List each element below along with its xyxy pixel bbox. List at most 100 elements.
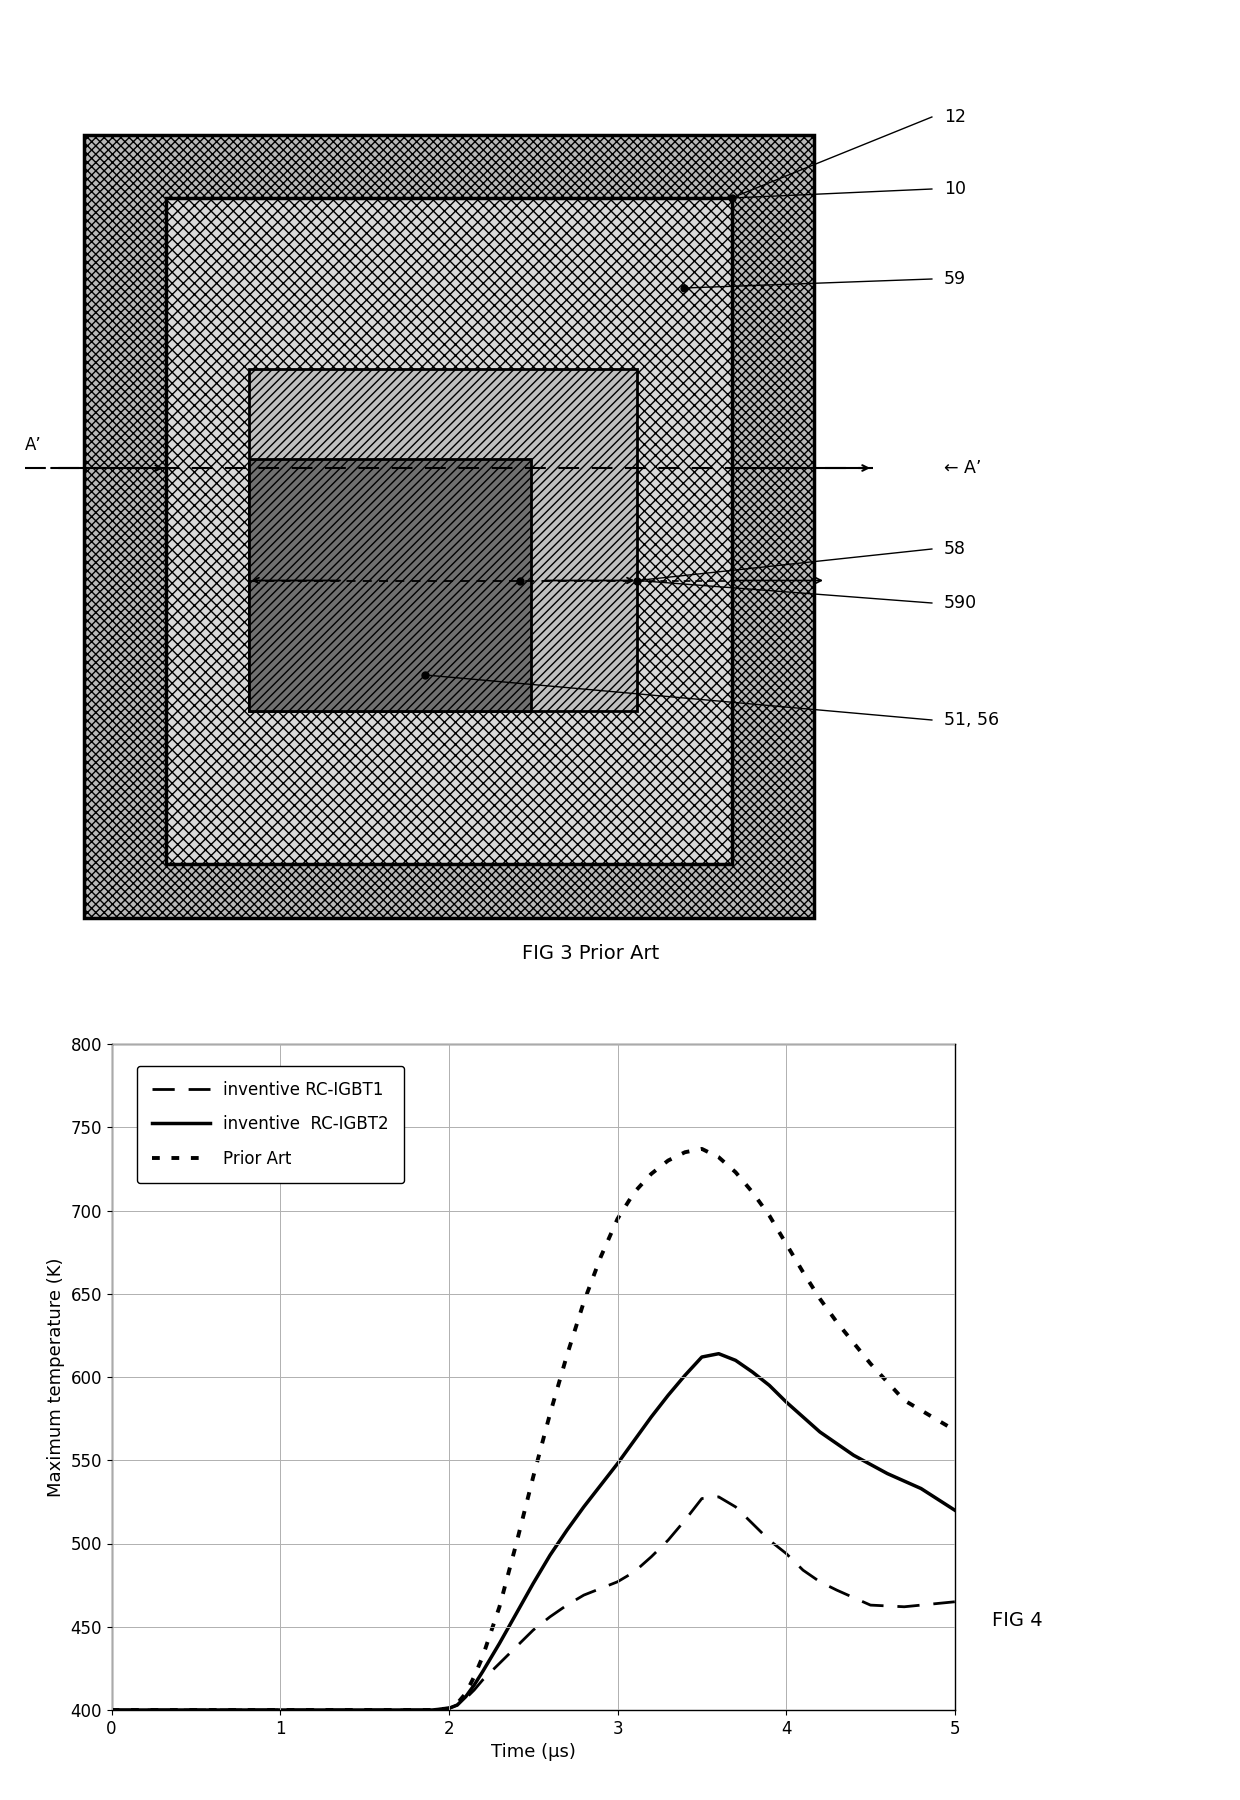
inventive RC-IGBT1 <box>812 1571 827 1593</box>
Prior Art <box>661 1150 676 1172</box>
inventive RC-IGBT1 <box>508 1636 523 1658</box>
inventive  RC-IGBT2 <box>492 1633 507 1654</box>
Prior Art <box>947 1420 962 1442</box>
Prior Art <box>577 1291 591 1312</box>
Prior Art <box>779 1233 794 1255</box>
Prior Art <box>466 1667 481 1688</box>
inventive  RC-IGBT2 <box>593 1474 608 1496</box>
inventive RC-IGBT1 <box>559 1595 574 1616</box>
inventive  RC-IGBT2 <box>677 1364 692 1386</box>
inventive RC-IGBT1 <box>577 1584 591 1606</box>
Line: Prior Art: Prior Art <box>112 1148 955 1710</box>
inventive RC-IGBT1 <box>694 1489 709 1510</box>
inventive  RC-IGBT2 <box>846 1444 861 1465</box>
Bar <box>166 198 732 864</box>
inventive  RC-IGBT2 <box>914 1478 929 1499</box>
Prior Art <box>559 1345 574 1366</box>
Bar <box>248 459 531 711</box>
inventive  RC-IGBT2 <box>812 1422 827 1444</box>
inventive  RC-IGBT2 <box>779 1391 794 1413</box>
Text: 51, 56: 51, 56 <box>944 711 998 729</box>
inventive RC-IGBT1 <box>728 1496 743 1517</box>
Prior Art <box>796 1262 811 1283</box>
inventive  RC-IGBT2 <box>475 1661 490 1683</box>
inventive  RC-IGBT2 <box>712 1343 727 1364</box>
Prior Art <box>593 1246 608 1267</box>
Y-axis label: Maximum temperature (K): Maximum temperature (K) <box>47 1256 64 1498</box>
inventive  RC-IGBT2 <box>880 1463 895 1485</box>
Prior Art <box>543 1402 558 1424</box>
Prior Art <box>508 1534 523 1555</box>
Text: A’: A’ <box>25 437 42 454</box>
inventive RC-IGBT1 <box>897 1597 911 1618</box>
Text: 58: 58 <box>944 540 966 558</box>
inventive RC-IGBT1 <box>526 1620 541 1642</box>
Prior Art <box>761 1204 776 1226</box>
inventive  RC-IGBT2 <box>947 1499 962 1521</box>
Prior Art <box>694 1138 709 1159</box>
Prior Art <box>610 1208 625 1229</box>
Prior Art <box>450 1692 465 1714</box>
Prior Art <box>459 1683 474 1705</box>
inventive RC-IGBT1 <box>593 1577 608 1598</box>
inventive RC-IGBT1 <box>745 1512 760 1534</box>
Prior Art <box>677 1141 692 1163</box>
inventive RC-IGBT1 <box>466 1679 481 1701</box>
inventive RC-IGBT1 <box>796 1559 811 1580</box>
Prior Art <box>728 1161 743 1183</box>
Text: 59: 59 <box>944 270 966 288</box>
Text: 10: 10 <box>944 180 966 198</box>
Prior Art <box>812 1289 827 1310</box>
inventive RC-IGBT1 <box>779 1543 794 1564</box>
inventive  RC-IGBT2 <box>543 1544 558 1566</box>
Prior Art <box>104 1699 119 1721</box>
Text: FIG 3 Prior Art: FIG 3 Prior Art <box>522 943 658 963</box>
inventive  RC-IGBT2 <box>627 1429 642 1451</box>
Prior Art <box>644 1163 658 1184</box>
Prior Art <box>863 1354 878 1375</box>
inventive RC-IGBT1 <box>492 1652 507 1674</box>
inventive  RC-IGBT2 <box>450 1694 465 1715</box>
inventive RC-IGBT1 <box>947 1591 962 1613</box>
inventive  RC-IGBT2 <box>644 1406 658 1427</box>
inventive RC-IGBT1 <box>712 1487 727 1508</box>
X-axis label: Time (μs): Time (μs) <box>491 1742 575 1760</box>
inventive  RC-IGBT2 <box>441 1697 456 1719</box>
inventive RC-IGBT1 <box>661 1530 676 1552</box>
Prior Art <box>712 1147 727 1168</box>
inventive RC-IGBT1 <box>610 1571 625 1593</box>
inventive  RC-IGBT2 <box>104 1699 119 1721</box>
Prior Art <box>492 1597 507 1618</box>
inventive RC-IGBT1 <box>450 1694 465 1715</box>
Prior Art <box>475 1645 490 1667</box>
inventive  RC-IGBT2 <box>526 1573 541 1595</box>
inventive  RC-IGBT2 <box>559 1519 574 1541</box>
Prior Art <box>897 1390 911 1411</box>
Prior Art <box>526 1465 541 1487</box>
Text: ← A’: ← A’ <box>944 459 981 477</box>
inventive RC-IGBT1 <box>627 1561 642 1582</box>
Legend: inventive RC-IGBT1, inventive  RC-IGBT2, Prior Art: inventive RC-IGBT1, inventive RC-IGBT2, … <box>136 1066 404 1183</box>
inventive RC-IGBT1 <box>441 1697 456 1719</box>
Text: FIG 4: FIG 4 <box>992 1611 1043 1629</box>
inventive  RC-IGBT2 <box>610 1453 625 1474</box>
inventive  RC-IGBT2 <box>728 1350 743 1372</box>
inventive RC-IGBT1 <box>863 1595 878 1616</box>
Bar <box>248 369 637 711</box>
Prior Art <box>424 1699 439 1721</box>
inventive RC-IGBT1 <box>644 1546 658 1568</box>
inventive RC-IGBT1 <box>543 1606 558 1627</box>
inventive RC-IGBT1 <box>424 1699 439 1721</box>
Prior Art <box>627 1181 642 1202</box>
Text: 12: 12 <box>944 108 966 126</box>
inventive  RC-IGBT2 <box>694 1346 709 1368</box>
inventive  RC-IGBT2 <box>761 1375 776 1397</box>
Line: inventive RC-IGBT1: inventive RC-IGBT1 <box>112 1498 955 1710</box>
inventive RC-IGBT1 <box>459 1688 474 1710</box>
Prior Art <box>441 1697 456 1719</box>
inventive  RC-IGBT2 <box>577 1496 591 1517</box>
inventive RC-IGBT1 <box>104 1699 119 1721</box>
inventive  RC-IGBT2 <box>424 1699 439 1721</box>
inventive  RC-IGBT2 <box>466 1674 481 1696</box>
inventive  RC-IGBT2 <box>661 1384 676 1406</box>
